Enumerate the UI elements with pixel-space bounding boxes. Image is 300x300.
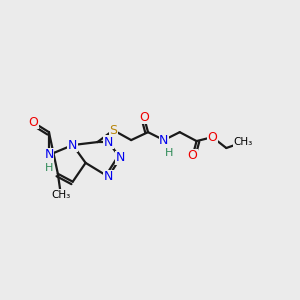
Text: H: H (45, 163, 53, 173)
Text: N: N (116, 152, 125, 164)
Text: CH₃: CH₃ (51, 190, 70, 200)
Text: N: N (159, 134, 169, 147)
Text: O: O (188, 149, 197, 162)
Text: N: N (44, 148, 54, 161)
Text: S: S (109, 124, 117, 137)
Text: H: H (165, 148, 173, 158)
Text: N: N (104, 170, 113, 183)
Text: N: N (68, 139, 77, 152)
Text: CH₃: CH₃ (233, 137, 253, 147)
Text: N: N (104, 136, 113, 148)
Text: O: O (28, 116, 38, 129)
Text: O: O (139, 111, 149, 124)
Text: O: O (208, 130, 218, 144)
